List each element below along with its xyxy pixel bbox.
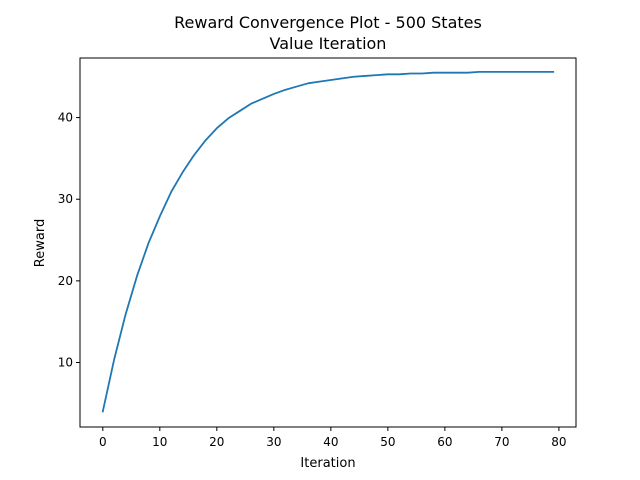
chart-subtitle: Value Iteration (270, 34, 387, 53)
plot-area-frame (79, 57, 577, 428)
x-tick-label: 40 (323, 435, 338, 449)
y-axis-label: Reward (33, 219, 48, 267)
x-tick-label: 70 (494, 435, 509, 449)
x-axis-label: Iteration (300, 456, 355, 471)
x-tick-label: 50 (380, 435, 395, 449)
series-line-0 (101, 70, 555, 413)
x-axis-ticks: 0 10 20 30 40 50 60 70 80 (99, 427, 567, 449)
y-tick-label: 30 (58, 192, 73, 206)
x-tick-label: 0 (99, 435, 107, 449)
x-tick-label: 60 (437, 435, 452, 449)
y-tick-label: 20 (58, 274, 73, 288)
x-tick-label: 80 (551, 435, 566, 449)
y-tick-label: 40 (58, 111, 73, 125)
chart-title: Reward Convergence Plot - 500 States (174, 13, 482, 32)
x-tick-label: 20 (209, 435, 224, 449)
y-tick-label: 10 (58, 356, 73, 370)
y-axis-ticks: 10 20 30 40 (58, 111, 80, 370)
x-tick-label: 10 (152, 435, 167, 449)
x-tick-label: 30 (266, 435, 281, 449)
plot-series-layer (101, 70, 555, 413)
